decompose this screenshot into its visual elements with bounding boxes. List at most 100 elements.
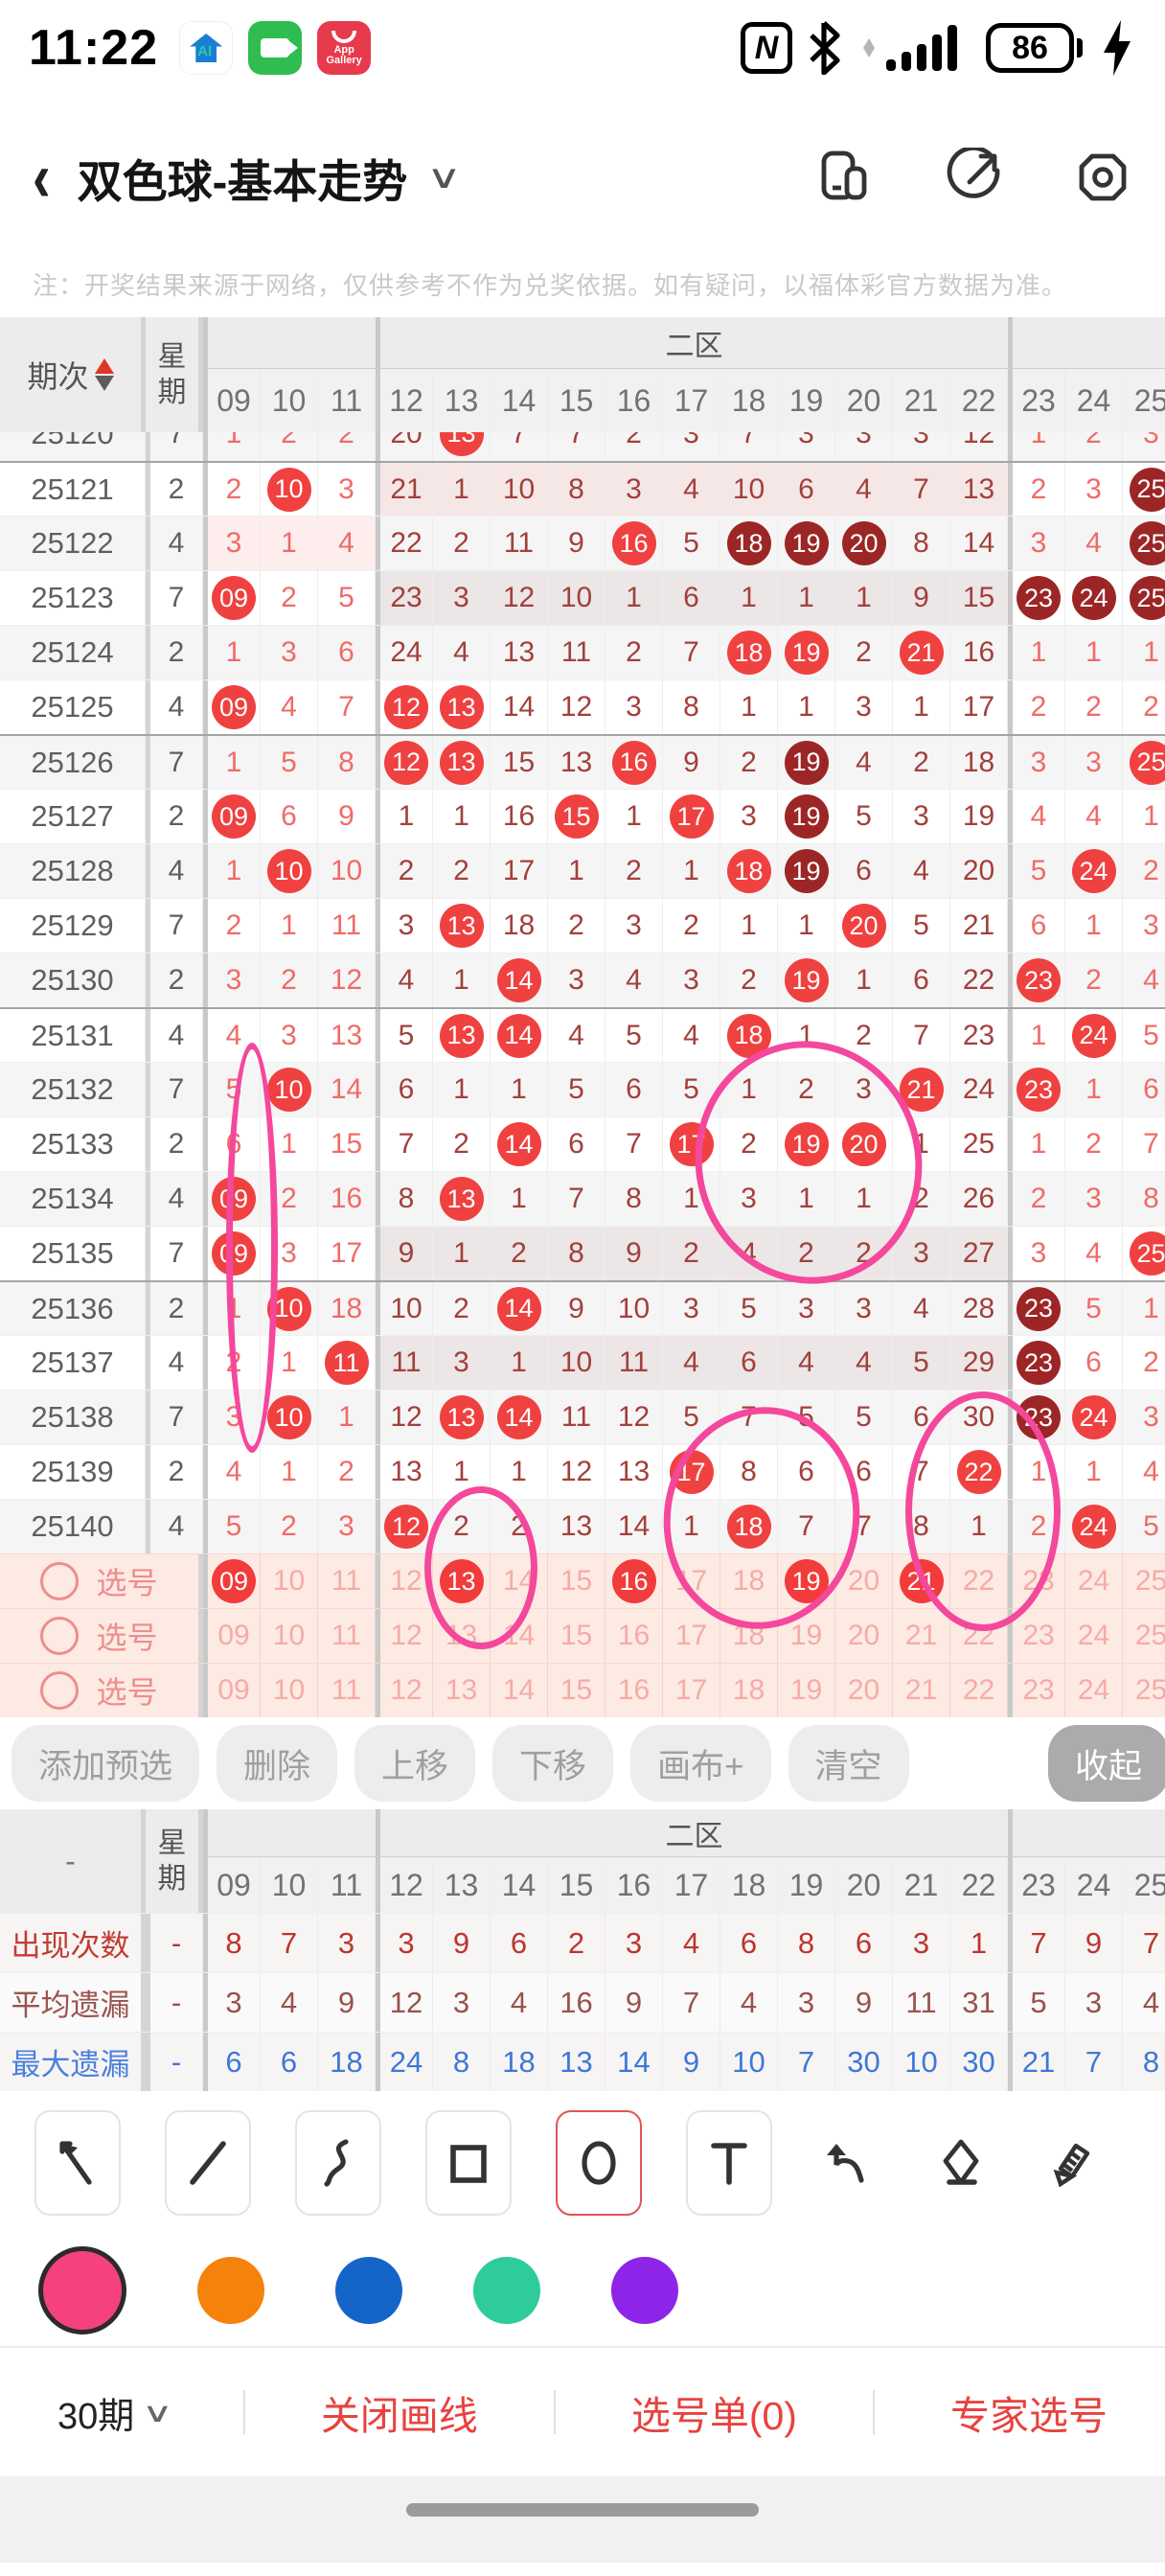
pick-cell[interactable]: 23 (1008, 1664, 1065, 1717)
pick-list-button[interactable]: 选号单(0) (630, 2394, 797, 2438)
pick-number[interactable]: 18 (732, 1674, 765, 1706)
pick-number[interactable]: 20 (847, 1674, 880, 1706)
eraser-button[interactable] (927, 2110, 994, 2216)
pick-cell[interactable]: 14 (491, 1554, 548, 1608)
pick-row-label[interactable]: 选号 (0, 1609, 203, 1663)
periods-selector[interactable]: 30期 ∨ (57, 2396, 173, 2437)
pick-cell[interactable]: 14 (491, 1609, 548, 1663)
back-button[interactable]: ‹ (33, 137, 51, 217)
pick-cell[interactable]: 24 (1065, 1609, 1123, 1663)
pick-number[interactable]: 19 (789, 1620, 823, 1651)
pick-number[interactable]: 22 (962, 1620, 995, 1651)
issue-column-header[interactable]: 期次 (0, 317, 146, 432)
pick-number[interactable]: 10 (272, 1674, 306, 1706)
color-swatch-5[interactable] (611, 2257, 678, 2324)
pick-row-label[interactable]: 选号 (0, 1664, 203, 1717)
pick-cell[interactable]: 09 (203, 1609, 261, 1663)
pick-number[interactable]: 14 (502, 1620, 536, 1651)
pick-cell[interactable]: 12 (376, 1609, 433, 1663)
pick-cell[interactable]: 12 (376, 1554, 433, 1608)
pick-cell[interactable]: 20 (835, 1609, 893, 1663)
pick-number[interactable]: 09 (217, 1674, 250, 1706)
pick-cell[interactable]: 13 (433, 1609, 491, 1663)
pick-cell[interactable]: 21 (893, 1609, 950, 1663)
picked-ball[interactable]: 19 (784, 1559, 829, 1603)
pick-cell[interactable]: 10 (261, 1554, 318, 1608)
pick-cell[interactable]: 22 (950, 1664, 1008, 1717)
pick-cell[interactable]: 11 (318, 1554, 376, 1608)
pick-radio[interactable] (40, 1671, 80, 1710)
pick-number[interactable]: 24 (1077, 1674, 1110, 1706)
pick-number[interactable]: 10 (272, 1620, 306, 1651)
pick-cell[interactable]: 25 (1123, 1554, 1165, 1608)
pick-number[interactable]: 17 (674, 1674, 708, 1706)
pick-cell[interactable]: 15 (548, 1554, 605, 1608)
pick-cell[interactable]: 24 (1065, 1664, 1123, 1717)
pick-number[interactable]: 10 (272, 1565, 306, 1597)
pick-number[interactable]: 18 (732, 1620, 765, 1651)
button-画布+[interactable]: 画布+ (630, 1725, 771, 1802)
pick-number[interactable]: 11 (331, 1565, 362, 1597)
pick-cell[interactable]: 15 (548, 1609, 605, 1663)
pick-cell[interactable]: 25 (1123, 1664, 1165, 1717)
settings-icon[interactable] (1073, 148, 1132, 207)
pick-cell[interactable]: 18 (720, 1609, 778, 1663)
ellipse-tool[interactable] (556, 2110, 642, 2216)
pick-number[interactable]: 20 (847, 1565, 880, 1597)
rect-tool[interactable] (425, 2110, 512, 2216)
undo-button[interactable] (816, 2110, 883, 2216)
picked-ball[interactable]: 09 (212, 1559, 256, 1603)
pick-number[interactable]: 15 (560, 1674, 593, 1706)
color-swatch-3[interactable] (335, 2257, 402, 2324)
pick-number[interactable]: 23 (1022, 1565, 1055, 1597)
button-清空[interactable]: 清空 (788, 1725, 909, 1802)
pick-number[interactable]: 13 (445, 1674, 478, 1706)
color-swatch-4[interactable] (473, 2257, 540, 2324)
pick-number[interactable]: 22 (962, 1674, 995, 1706)
picked-ball[interactable]: 16 (611, 1559, 656, 1603)
pick-cell[interactable]: 09 (203, 1664, 261, 1717)
pick-cell[interactable]: 23 (1008, 1554, 1065, 1608)
pick-number[interactable]: 17 (674, 1565, 708, 1597)
button-下移[interactable]: 下移 (492, 1725, 614, 1802)
pick-number[interactable]: 15 (560, 1565, 593, 1597)
pick-cell[interactable]: 16 (605, 1554, 663, 1608)
pick-cell[interactable]: 16 (605, 1609, 663, 1663)
pick-number[interactable]: 12 (390, 1620, 423, 1651)
pick-cell[interactable]: 17 (663, 1609, 720, 1663)
pick-cell[interactable]: 19 (778, 1554, 835, 1608)
pick-cell[interactable]: 23 (1008, 1609, 1065, 1663)
color-swatch-1[interactable] (38, 2246, 126, 2334)
pick-number[interactable]: 09 (217, 1620, 250, 1651)
pick-number[interactable]: 16 (617, 1674, 651, 1706)
pick-number[interactable]: 25 (1134, 1674, 1165, 1706)
home-indicator[interactable] (406, 2503, 759, 2517)
pick-number[interactable]: 14 (502, 1565, 536, 1597)
pick-cell[interactable]: 18 (720, 1664, 778, 1717)
line-tool[interactable] (165, 2110, 251, 2216)
pick-cell[interactable]: 18 (720, 1554, 778, 1608)
pick-number[interactable]: 19 (789, 1674, 823, 1706)
pick-radio[interactable] (40, 1562, 80, 1600)
title-dropdown-chevron-icon[interactable]: ∨ (426, 159, 463, 196)
pick-cell[interactable]: 19 (778, 1664, 835, 1717)
pick-number[interactable]: 11 (331, 1674, 362, 1706)
pick-cell[interactable]: 20 (835, 1664, 893, 1717)
pick-cell[interactable]: 13 (433, 1664, 491, 1717)
pick-cell[interactable]: 11 (318, 1609, 376, 1663)
pick-cell[interactable]: 25 (1123, 1609, 1165, 1663)
color-swatch-2[interactable] (197, 2257, 264, 2324)
pick-cell[interactable]: 17 (663, 1664, 720, 1717)
button-删除[interactable]: 删除 (217, 1725, 338, 1802)
pick-cell[interactable]: 21 (893, 1664, 950, 1717)
pick-number[interactable]: 15 (560, 1620, 593, 1651)
pick-cell[interactable]: 24 (1065, 1554, 1123, 1608)
pick-radio[interactable] (40, 1617, 80, 1655)
pick-number[interactable]: 12 (390, 1565, 423, 1597)
pick-number[interactable]: 24 (1077, 1565, 1110, 1597)
pick-number[interactable]: 21 (904, 1620, 938, 1651)
share-compass-icon[interactable] (945, 148, 1004, 207)
pick-number[interactable]: 12 (390, 1674, 423, 1706)
pick-cell[interactable]: 14 (491, 1664, 548, 1717)
pick-cell[interactable]: 15 (548, 1664, 605, 1717)
